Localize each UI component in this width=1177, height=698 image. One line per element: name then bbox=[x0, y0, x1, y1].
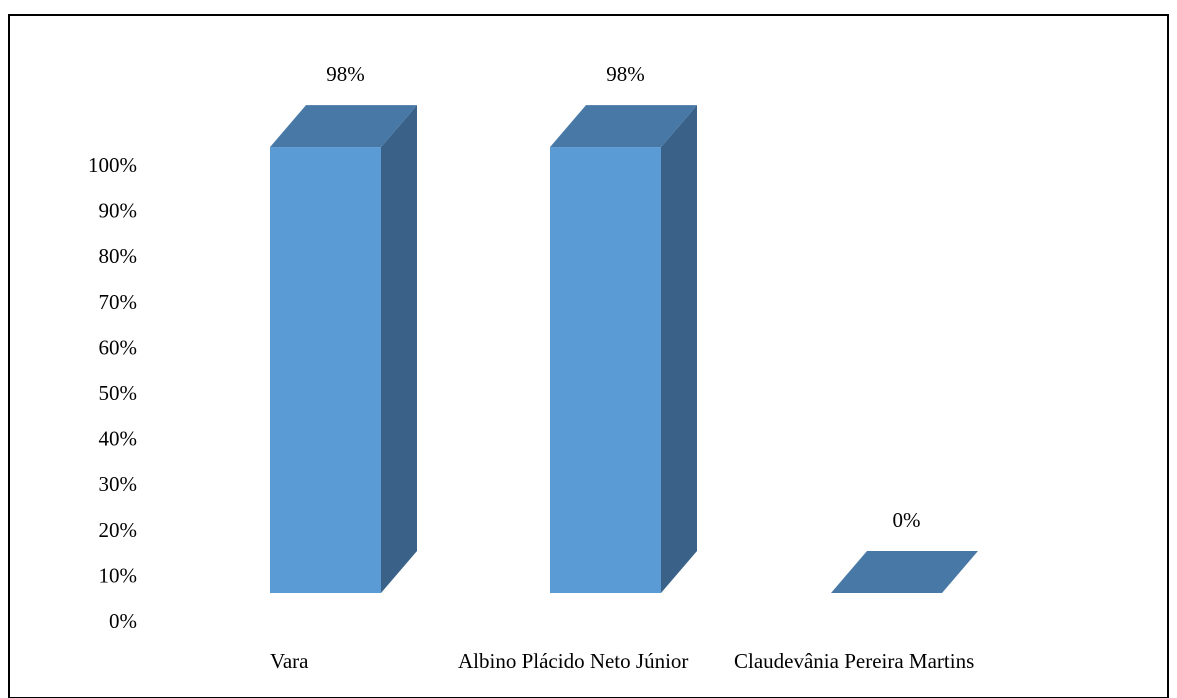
category-label: Albino Plácido Neto Júnior bbox=[458, 649, 688, 673]
data-labels: 98% 98% 0% bbox=[326, 62, 920, 532]
y-tick-label: 40% bbox=[99, 427, 138, 451]
y-tick-label: 60% bbox=[99, 335, 138, 359]
y-tick-label: 80% bbox=[99, 244, 138, 268]
category-labels: Vara Albino Plácido Neto Júnior Claudevâni… bbox=[270, 649, 974, 673]
bar-side-face bbox=[661, 105, 697, 593]
y-axis-tick-labels: 0% 10% 20% 30% 40% 50% 60% 70% 80% 90% 100% bbox=[88, 153, 137, 633]
category-label: Claudevânia Pereira Martins bbox=[734, 649, 974, 673]
bar-top-face bbox=[550, 105, 697, 148]
y-tick-label: 90% bbox=[99, 199, 138, 223]
y-tick-label: 0% bbox=[109, 609, 137, 633]
bars bbox=[270, 105, 978, 593]
y-tick-label: 20% bbox=[99, 518, 138, 542]
data-label: 98% bbox=[326, 62, 365, 86]
bar-side-face bbox=[381, 105, 417, 593]
bar-front-face bbox=[270, 147, 381, 593]
y-tick-label: 50% bbox=[99, 381, 138, 405]
y-tick-label: 70% bbox=[99, 290, 138, 314]
bar-front-face bbox=[550, 147, 661, 593]
bar bbox=[831, 551, 978, 593]
data-label: 0% bbox=[893, 508, 921, 532]
bar bbox=[270, 105, 417, 593]
chart-border bbox=[8, 14, 1169, 698]
y-tick-label: 100% bbox=[88, 153, 137, 177]
y-tick-label: 30% bbox=[99, 472, 138, 496]
category-label: Vara bbox=[270, 649, 309, 673]
y-tick-label: 10% bbox=[99, 563, 138, 587]
bar-top-face bbox=[831, 551, 978, 593]
bar bbox=[550, 105, 697, 593]
bar-top-face bbox=[270, 105, 417, 148]
data-label: 98% bbox=[606, 62, 645, 86]
